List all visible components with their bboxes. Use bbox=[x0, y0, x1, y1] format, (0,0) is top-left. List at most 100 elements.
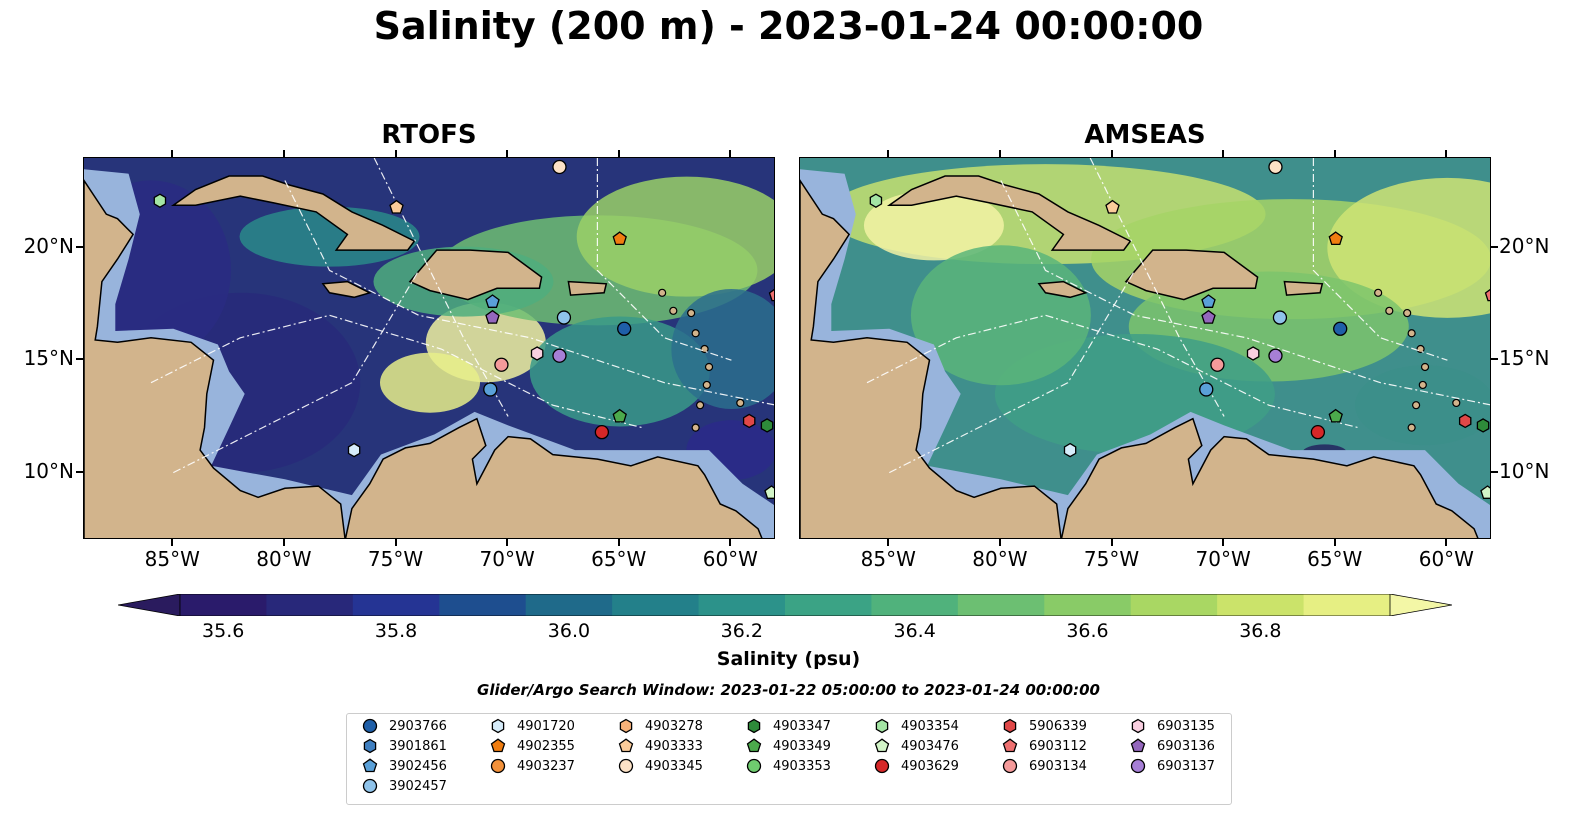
lon-tick-mark bbox=[887, 539, 890, 546]
platform-marker-4903333 bbox=[1105, 199, 1120, 214]
boundary-line bbox=[866, 314, 1359, 429]
lon-tick-mark bbox=[171, 539, 174, 546]
legend-item: 4903629 bbox=[873, 757, 959, 775]
colorbar-frame bbox=[179, 594, 1391, 616]
lon-tick-label: 85°W bbox=[860, 547, 916, 571]
salinity-field-patch bbox=[910, 245, 1091, 386]
legend-item: 6903135 bbox=[1129, 717, 1215, 735]
legend-item: 4903278 bbox=[617, 717, 703, 735]
legend-label: 4903237 bbox=[517, 758, 575, 774]
lon-tick-mark bbox=[282, 539, 285, 546]
lon-tick-mark bbox=[506, 150, 509, 157]
platform-marker-4903476 bbox=[764, 485, 774, 499]
platform-marker-4903354 bbox=[869, 193, 883, 208]
boundary-line bbox=[173, 270, 420, 474]
lon-tick-mark bbox=[171, 150, 174, 157]
map-rtofs-canvas bbox=[84, 158, 774, 538]
platform-marker-4903629 bbox=[594, 424, 610, 440]
colorbar-bin bbox=[785, 594, 872, 616]
legend-marker-icon bbox=[618, 738, 634, 753]
island bbox=[736, 398, 745, 408]
legend-label: 6903112 bbox=[1029, 738, 1087, 754]
landmass bbox=[1124, 249, 1259, 301]
lon-tick-mark bbox=[1333, 539, 1336, 546]
legend-marker-icon bbox=[619, 718, 633, 734]
lat-tick-mark bbox=[1491, 245, 1498, 248]
legend-label: 4903347 bbox=[773, 718, 831, 734]
colorbar-bin bbox=[180, 594, 267, 616]
island bbox=[704, 362, 714, 372]
legend-marker-icon bbox=[874, 738, 890, 753]
island bbox=[1407, 329, 1416, 338]
legend-label: 4903349 bbox=[773, 738, 831, 754]
legend-marker-icon bbox=[1130, 758, 1146, 774]
legend-marker-icon bbox=[1002, 758, 1018, 774]
landmass bbox=[567, 280, 608, 296]
legend-label: 6903134 bbox=[1029, 758, 1087, 774]
lon-tick-mark bbox=[1445, 539, 1448, 546]
lon-tick-mark bbox=[1222, 539, 1225, 546]
lon-tick-label: 80°W bbox=[972, 547, 1028, 571]
platform-marker-6903134 bbox=[1210, 357, 1225, 372]
platform-marker-4903349 bbox=[612, 408, 627, 423]
platform-marker-6903112 bbox=[768, 288, 774, 302]
lat-tick-label: 10°N bbox=[1499, 458, 1550, 483]
landmass bbox=[321, 280, 372, 299]
legend-label: 3901861 bbox=[389, 738, 447, 754]
legend-marker-icon bbox=[618, 758, 634, 774]
lon-tick-label: 70°W bbox=[1195, 547, 1251, 571]
island bbox=[1385, 306, 1394, 315]
island bbox=[691, 423, 700, 432]
island bbox=[1452, 398, 1461, 408]
legend-label: 4903353 bbox=[773, 758, 831, 774]
platform-marker-5906339 bbox=[1458, 413, 1472, 429]
lon-tick-mark bbox=[1110, 539, 1113, 546]
colorbar-tick-label: 36.6 bbox=[1066, 620, 1109, 642]
legend-item: 2903766 bbox=[361, 717, 447, 735]
legend-marker-icon bbox=[362, 778, 378, 794]
platform-marker-6903112 bbox=[1484, 288, 1490, 302]
legend-item: 4903347 bbox=[745, 717, 831, 735]
platform-marker-3902457 bbox=[1272, 310, 1288, 325]
legend-item: 3901861 bbox=[361, 737, 447, 755]
lon-tick-label: 75°W bbox=[1083, 547, 1140, 571]
platform-marker-6903137 bbox=[552, 348, 567, 363]
legend-item: 4902355 bbox=[489, 737, 575, 755]
legend-marker-icon bbox=[363, 738, 377, 754]
map-rtofs bbox=[83, 157, 775, 539]
map-amseas bbox=[799, 157, 1491, 539]
lon-tick-mark bbox=[998, 150, 1001, 157]
colorbar bbox=[118, 594, 1452, 616]
landmass bbox=[170, 175, 416, 251]
lon-tick-mark bbox=[729, 539, 732, 546]
lon-tick-label: 60°W bbox=[1418, 547, 1474, 571]
landmass bbox=[344, 417, 763, 538]
colorbar-extend-low bbox=[118, 594, 181, 616]
legend-label: 3902457 bbox=[389, 778, 447, 794]
platform-marker-6903134 bbox=[494, 357, 509, 372]
platform-marker-4903345 bbox=[1268, 159, 1283, 175]
lon-tick-label: 60°W bbox=[702, 547, 758, 571]
island bbox=[691, 329, 700, 338]
island bbox=[1420, 362, 1430, 372]
lon-tick-mark bbox=[506, 539, 509, 546]
platform-marker-3902456 bbox=[1201, 294, 1216, 308]
legend-item: 4903345 bbox=[617, 757, 703, 775]
island bbox=[669, 306, 678, 315]
island bbox=[702, 380, 711, 390]
legend-marker-icon bbox=[362, 718, 378, 734]
platform-marker-4903347 bbox=[760, 418, 774, 433]
boundary-line bbox=[889, 270, 1136, 474]
lon-tick-mark bbox=[1445, 150, 1448, 157]
lon-tick-mark bbox=[887, 150, 890, 157]
platform-marker-4903354 bbox=[153, 193, 167, 208]
platform-marker-4902355 bbox=[1328, 231, 1343, 246]
platform-marker-5906339 bbox=[742, 413, 756, 429]
legend-item: 4901720 bbox=[489, 717, 575, 735]
colorbar-tick-label: 35.8 bbox=[374, 620, 418, 642]
lon-tick-label: 85°W bbox=[144, 547, 200, 571]
colorbar-tick-label: 36.0 bbox=[547, 620, 591, 642]
landmass bbox=[800, 179, 1062, 538]
landmass bbox=[886, 175, 1132, 251]
colorbar-bin bbox=[1303, 594, 1391, 616]
